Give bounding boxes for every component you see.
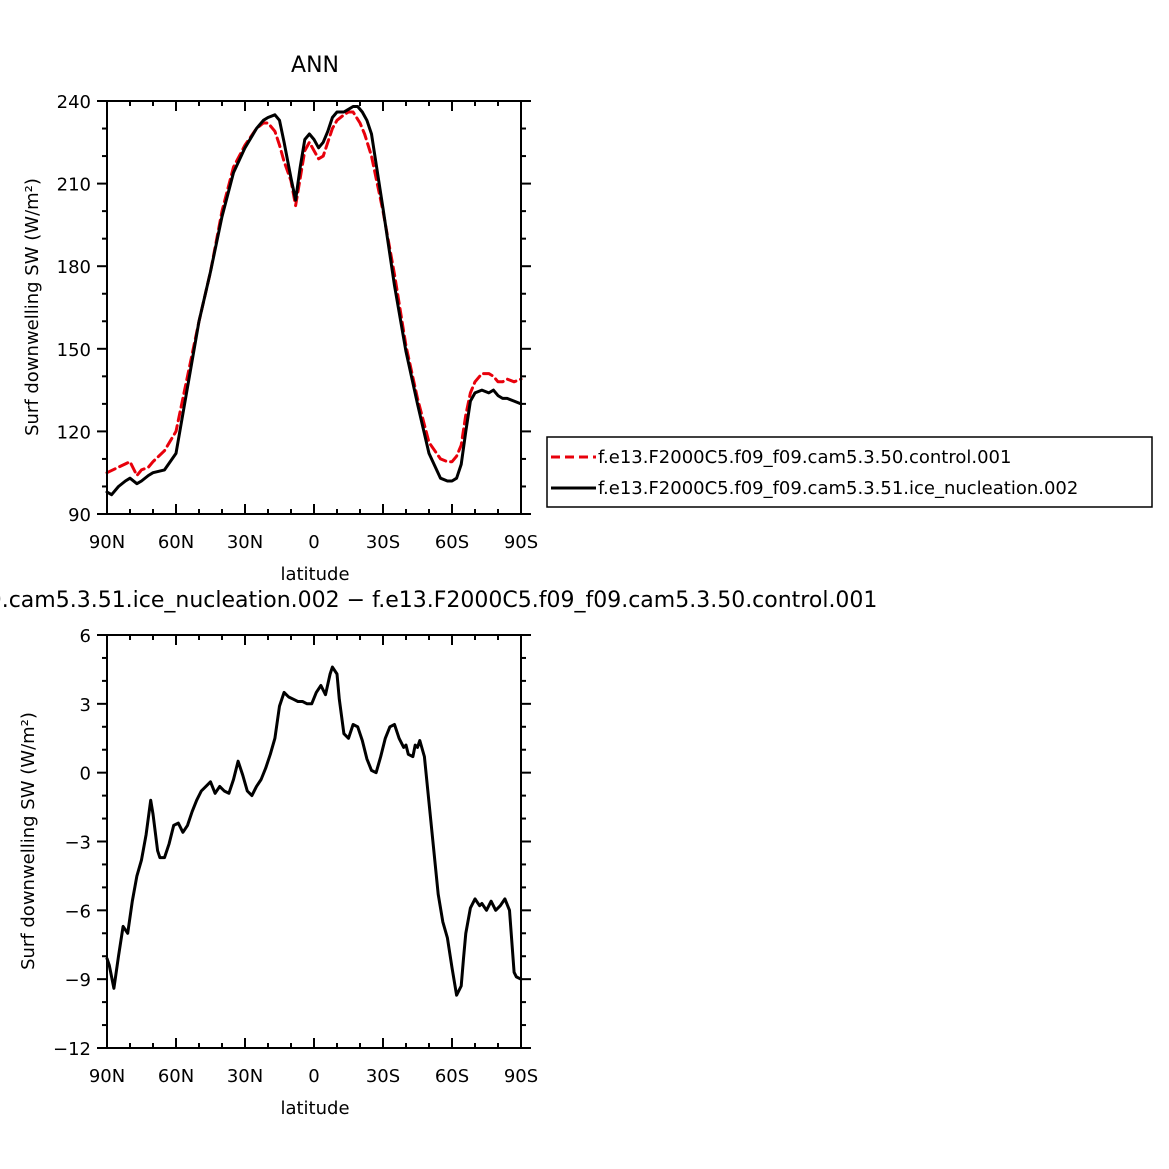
bottom-x-axis-title: latitude [280, 1098, 349, 1119]
bottom-x-tick-label: 0 [308, 1066, 319, 1087]
bottom-plot-frame [106, 634, 522, 1049]
bottom-tick-labels: 90N 60N 30N 0 30S 60S 90S −12 −9 −6 −3 0 3 6 [53, 626, 538, 1087]
bottom-plot-title: f.e13.F2000C5.f09_f09.cam5.3.51.ice_nucl… [0, 588, 877, 613]
top-series-line-1 [105, 105, 523, 497]
bottom-y-tick-label: 6 [80, 626, 91, 647]
bottom-y-tick-label: −3 [64, 833, 91, 854]
bottom-y-tick-label: 0 [80, 764, 91, 785]
top-y-axis-title: Surf downwelling SW (W/m²) [22, 178, 43, 436]
top-series-group [105, 105, 523, 497]
bottom-x-tick-label: 90N [89, 1066, 125, 1087]
bottom-x-tick-label: 60N [158, 1066, 194, 1087]
bottom-x-tick-label: 90S [504, 1066, 538, 1087]
top-x-tick-label: 30S [366, 532, 400, 553]
bottom-x-tick-label: 30S [366, 1066, 400, 1087]
legend-label-control: f.e13.F2000C5.f09_f09.cam5.3.50.control.… [598, 447, 1011, 468]
bottom-series-group [105, 665, 523, 997]
bottom-y-tick-label: 3 [80, 695, 91, 716]
top-x-tick-label: 0 [308, 532, 319, 553]
top-y-tick-label: 240 [57, 92, 91, 113]
bottom-x-tick-label: 60S [435, 1066, 469, 1087]
top-y-tick-label: 150 [57, 340, 91, 361]
top-x-tick-label: 30N [227, 532, 263, 553]
top-x-tick-label: 90N [89, 532, 125, 553]
top-plot-frame [106, 100, 522, 515]
top-x-axis-title: latitude [280, 564, 349, 585]
bottom-y-tick-label: −12 [53, 1039, 91, 1060]
top-y-tick-label: 120 [57, 422, 91, 443]
bottom-y-axis-title: Surf downwelling SW (W/m²) [18, 712, 39, 970]
legend: f.e13.F2000C5.f09_f09.cam5.3.50.control.… [546, 436, 1153, 508]
legend-label-ice-nucleation: f.e13.F2000C5.f09_f09.cam5.3.51.ice_nucl… [598, 478, 1078, 499]
bottom-x-tick-label: 30N [227, 1066, 263, 1087]
annual-mean-panel: ANN 90N 60N 30N 0 30S 60S 90S 90 120 150 180 210 240… [22, 53, 538, 585]
bottom-y-tick-label: −9 [64, 970, 91, 991]
top-series-line-0 [105, 110, 523, 477]
top-x-tick-label: 60N [158, 532, 194, 553]
top-x-tick-label: 60S [435, 532, 469, 553]
top-y-tick-label: 180 [57, 257, 91, 278]
bottom-series-line-0 [105, 665, 523, 997]
top-x-tick-label: 90S [504, 532, 538, 553]
top-y-tick-label: 210 [57, 175, 91, 196]
bottom-y-tick-label: −6 [64, 901, 91, 922]
top-tick-labels: 90N 60N 30N 0 30S 60S 90S 90 120 150 180 210 240 [57, 92, 539, 553]
top-y-tick-label: 90 [68, 505, 91, 526]
legend-box [546, 436, 1153, 508]
top-plot-title: ANN [291, 53, 339, 78]
difference-panel: f.e13.F2000C5.f09_f09.cam5.3.51.ice_nucl… [0, 588, 877, 1119]
